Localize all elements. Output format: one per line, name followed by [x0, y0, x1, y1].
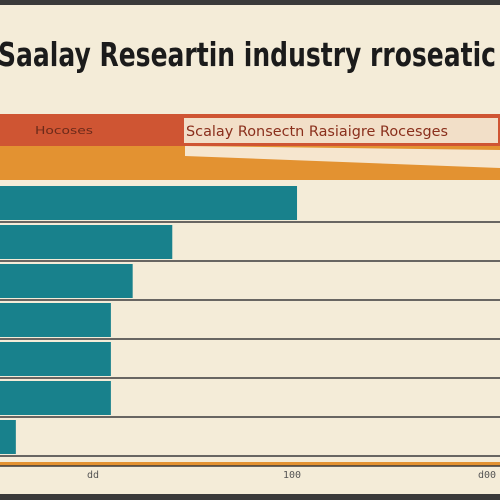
- x-tick-label-1: 100: [283, 470, 301, 481]
- x-ticks: dd 100 d00: [87, 470, 496, 481]
- bar-0: [0, 186, 298, 220]
- bar-6: [0, 420, 16, 454]
- bar-4: [0, 342, 111, 376]
- chart-subtitle: Scalay Ronsectn Rasiaigre Rocesges: [186, 124, 448, 140]
- bottom-axis-strip: [0, 462, 500, 466]
- bars: [0, 186, 298, 454]
- subtitle-box: [184, 118, 498, 143]
- bar-5: [0, 381, 111, 415]
- bar-1: [0, 225, 173, 259]
- x-tick-label-2: d00: [478, 470, 496, 481]
- x-tick-label-0: dd: [87, 470, 99, 481]
- gridlines: [0, 221, 500, 457]
- chart-title: Saalay Researtin industry rroseatic: [0, 35, 496, 74]
- accent-highlight: [185, 146, 500, 168]
- banner-left-label: Hocoses: [35, 124, 93, 137]
- bar-2: [0, 264, 133, 298]
- bottom-border: [0, 494, 500, 500]
- bar-3: [0, 303, 111, 337]
- top-border: [0, 0, 500, 5]
